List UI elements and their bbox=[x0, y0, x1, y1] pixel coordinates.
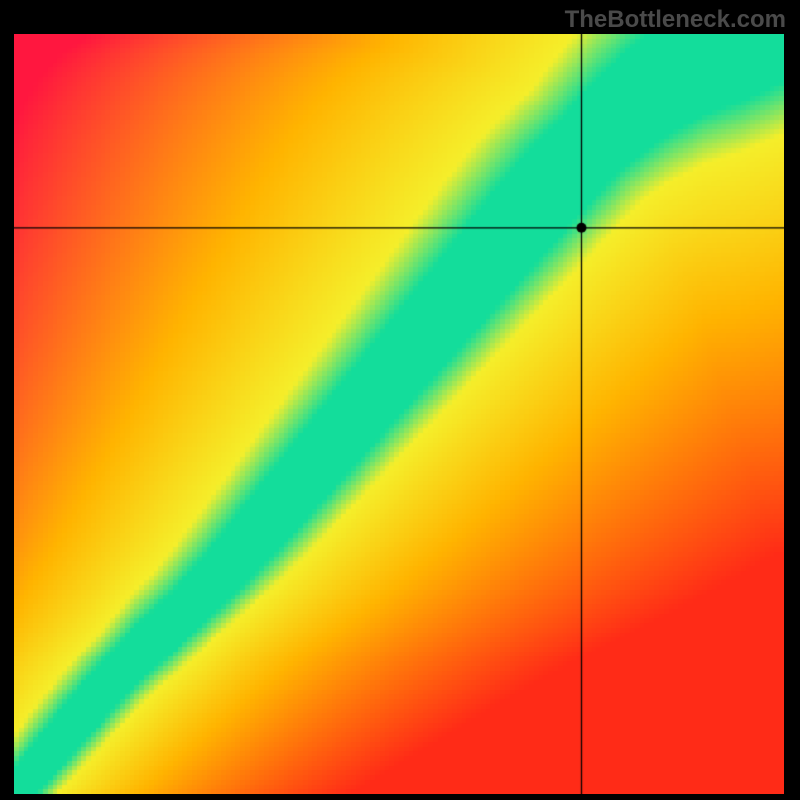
watermark-text: TheBottleneck.com bbox=[565, 6, 786, 34]
bottleneck-heatmap bbox=[14, 34, 784, 794]
chart-container: TheBottleneck.com bbox=[0, 0, 800, 800]
